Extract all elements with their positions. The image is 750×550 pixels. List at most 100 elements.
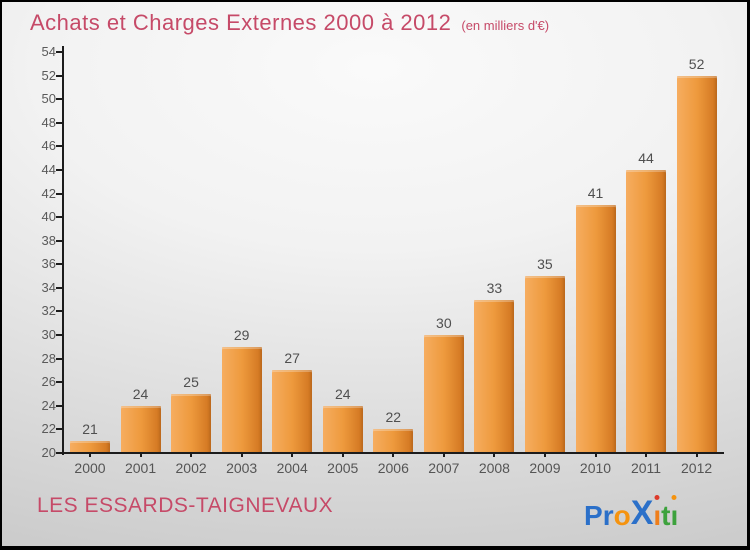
x-axis-tick-label: 2002 [175,460,207,476]
bar-value-label: 24 [334,385,351,402]
bar-2004 [272,370,313,453]
logo-letter-dot [654,495,660,500]
bar-value-label: 30 [436,315,452,332]
x-axis-tick-mark [291,453,294,457]
y-axis-tick-mark [56,74,63,77]
x-axis-tick-label: 2006 [377,460,409,476]
chart-title-row: Achats et Charges Externes 2000 à 2012 (e… [30,10,549,36]
bar-value-label: 27 [284,350,300,367]
bar-value-label: 44 [638,149,654,166]
x-axis-tick-label: 2001 [124,460,157,476]
y-axis-tick-label: 22 [41,421,56,437]
y-axis-tick-mark [56,263,63,266]
y-axis-tick-label: 20 [41,445,56,460]
x-axis-tick-mark [341,453,344,457]
x-axis-tick-mark [190,453,193,457]
y-axis-tick-mark [56,404,63,407]
x-axis-tick-mark [442,453,445,457]
y-axis-tick-label: 24 [41,397,56,413]
y-axis-tick-label: 44 [41,161,56,177]
bar-2012 [676,75,717,453]
x-axis-tick-label: 2005 [327,460,359,476]
x-axis-tick-label: 2010 [579,460,612,476]
bar-value-label: 24 [132,385,149,402]
y-axis-tick-mark [56,121,63,124]
bar-2002 [171,394,212,453]
bar-2010 [575,205,616,453]
x-axis-tick-mark [139,453,142,457]
y-axis-tick-label: 52 [41,67,56,83]
logo-letter: P [584,500,603,531]
x-axis-tick-label: 2012 [681,460,713,476]
x-axis-line [56,452,724,454]
y-axis-line [62,46,64,455]
bar-value-label: 22 [385,409,402,426]
bar-2007 [423,335,464,453]
logo-letter: ı [671,495,678,530]
y-axis-tick-label: 28 [41,350,56,366]
y-axis-tick-mark [56,310,63,313]
y-axis-tick-label: 42 [41,185,56,201]
bar-value-label: 29 [233,326,250,343]
y-axis-tick-label: 34 [41,279,56,295]
bar-2005 [322,405,363,453]
x-axis-tick-mark [392,453,395,457]
bar-2008 [474,299,515,453]
x-axis-tick-mark [645,453,648,457]
bar-value-label: 41 [587,185,604,202]
y-axis-tick-mark [56,192,63,195]
x-axis-tick-label: 2004 [276,460,308,476]
y-axis-tick-mark [56,334,63,337]
bar-2000 [70,441,110,453]
chart-title: Achats et Charges Externes 2000 à 2012 [30,10,452,35]
logo-letter: X [630,494,654,532]
x-axis-tick-label: 2008 [478,460,510,476]
y-axis-tick-label: 26 [41,374,56,390]
y-axis-tick-label: 46 [41,138,56,154]
y-axis-tick-mark [56,98,63,101]
y-axis-tick-mark [56,51,63,53]
logo-letter: t [661,500,671,531]
x-axis-tick-mark [493,453,496,457]
x-axis-tick-label: 2007 [428,460,460,476]
x-axis-tick-mark [89,453,91,457]
y-axis-tick-label: 54 [41,44,56,59]
bar-value-label: 21 [82,421,98,438]
organization-name: LES ESSARDS-TAIGNEVAUX [37,494,334,517]
chart-subtitle: (en milliers d'€) [461,18,550,33]
y-axis-tick-label: 48 [41,114,56,130]
x-axis-tick-mark [695,453,698,457]
bar-value-label: 25 [183,374,199,391]
bar-2006 [373,429,414,453]
bar-2009 [524,276,565,453]
bar-value-label: 52 [688,55,705,72]
logo-letter: r [602,500,614,531]
y-axis-tick-mark [56,428,63,431]
logo-letter: o [613,500,631,531]
y-axis-tick-mark [56,381,63,384]
x-axis-tick-mark [543,453,546,457]
y-axis-tick-label: 40 [41,209,56,225]
y-axis-tick-mark [56,239,63,242]
logo-letter: ı [653,495,661,530]
logo-letter-dot [671,495,677,500]
y-axis-tick-label: 32 [41,303,56,319]
x-axis-tick-label: 2009 [529,460,561,476]
y-axis-tick-label: 38 [41,232,56,248]
y-axis-tick-label: 50 [41,91,56,107]
x-axis-tick-label: 2000 [74,460,106,476]
y-axis-tick-mark [56,357,63,360]
x-axis-tick-mark [240,453,243,457]
x-axis-tick-label: 2003 [226,460,258,476]
y-axis-tick-label: 30 [41,327,56,343]
y-axis-tick-mark [56,286,63,289]
y-axis-tick-mark [56,216,63,219]
bar-value-label: 35 [537,256,553,273]
bar-2003 [221,346,262,453]
bar-2011 [626,169,667,453]
y-axis-tick-mark [56,145,63,148]
bar-value-label: 33 [486,279,503,296]
